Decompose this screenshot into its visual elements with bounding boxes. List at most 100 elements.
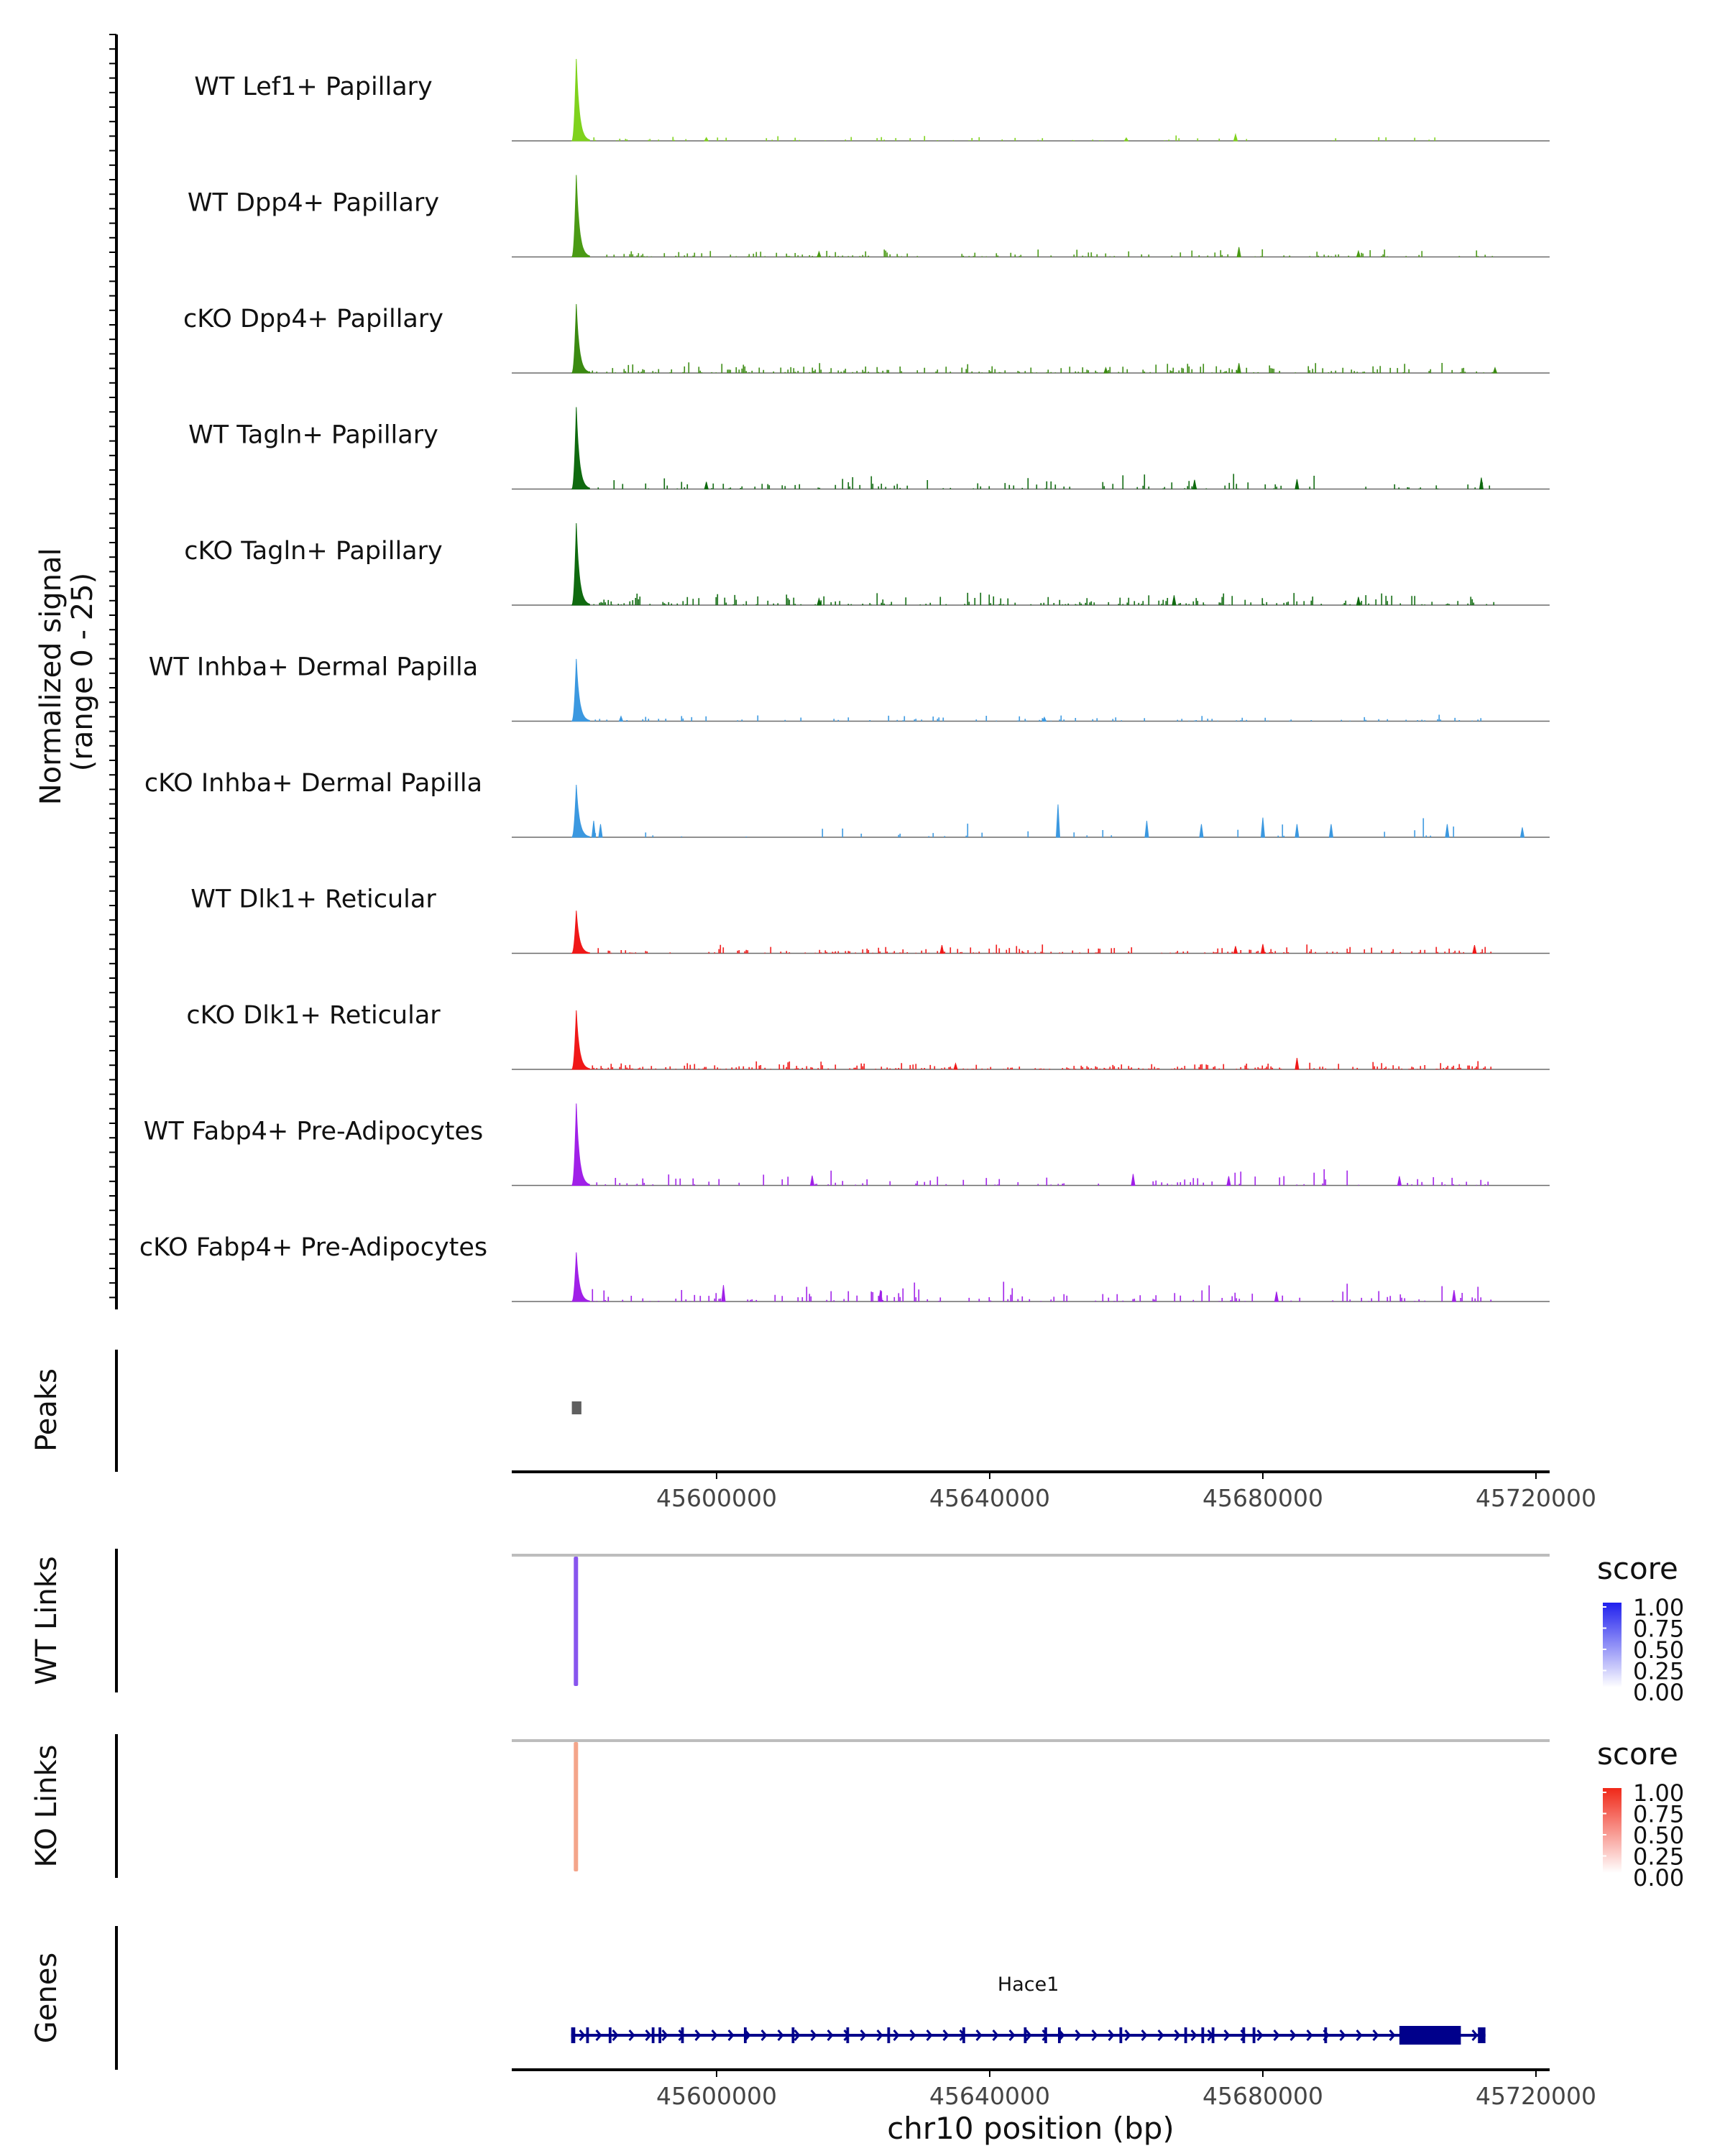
track-secondary-peak xyxy=(1226,1176,1231,1186)
track-secondary-peak xyxy=(1397,1176,1402,1186)
gene-exon xyxy=(1119,2027,1123,2043)
gene-strand-arrow xyxy=(827,2030,834,2041)
gene-strand-arrow xyxy=(694,2030,702,2041)
coverage-track: cKO Tagln+ Papillary xyxy=(184,522,1550,606)
gene-strand-arrow xyxy=(810,2030,817,2041)
x-axis-tick-label: 45680000 xyxy=(1202,2082,1323,2110)
gene-exon xyxy=(658,2027,662,2043)
gene-strand-arrow xyxy=(942,2030,949,2041)
links-panel: KO Links score 1.000.750.500.250.00 xyxy=(30,1734,1684,1892)
track-secondary-peak xyxy=(1233,132,1238,142)
gene-exon xyxy=(744,2027,747,2043)
gene-exon xyxy=(586,2027,589,2043)
track-secondary-peak xyxy=(1055,804,1061,838)
legend-label: 1.00 xyxy=(1633,1594,1684,1621)
gene-strand-arrow xyxy=(794,2030,801,2041)
gene-strand-arrow xyxy=(992,2030,999,2041)
signal-y-axis-title-line1: Normalized signal xyxy=(34,548,68,805)
gene-exon xyxy=(1201,2027,1205,2043)
coverage-track: cKO Inhba+ Dermal Papilla xyxy=(144,769,1550,838)
gene-strand-arrow xyxy=(1306,2030,1313,2041)
track-secondary-peak xyxy=(591,821,597,838)
track-secondary-peak xyxy=(1041,716,1047,722)
track-noise-signal xyxy=(594,714,1482,722)
legend-title: score xyxy=(1597,1551,1678,1586)
track-label: WT Fabp4+ Pre-Adipocytes xyxy=(144,1118,483,1146)
x-axis-tick-label: 45600000 xyxy=(656,1484,777,1512)
peak-mark xyxy=(571,1401,581,1414)
x-axis-tick-label: 45640000 xyxy=(929,1484,1050,1512)
gene-strand-arrow xyxy=(1025,2030,1032,2041)
track-label: WT Lef1+ Papillary xyxy=(194,73,433,101)
gene-exon xyxy=(962,2027,965,2043)
gene-strand-arrow xyxy=(661,2030,668,2041)
legend-label: 0.00 xyxy=(1633,1864,1684,1892)
track-secondary-peak xyxy=(939,944,944,954)
track-secondary-peak xyxy=(1294,479,1300,489)
gene-strand-arrow xyxy=(1174,2030,1181,2041)
track-secondary-peak xyxy=(809,1175,815,1186)
track-secondary-peak xyxy=(1131,1174,1136,1186)
coverage-track: cKO Fabp4+ Pre-Adipocytes xyxy=(139,1233,1550,1302)
track-secondary-peak xyxy=(598,824,603,838)
track-main-peak xyxy=(571,304,590,374)
track-secondary-peak xyxy=(704,482,709,489)
coverage-track: WT Inhba+ Dermal Papilla xyxy=(149,653,1550,722)
gene-strand-arrow xyxy=(1471,2030,1478,2041)
track-secondary-peak xyxy=(1472,944,1477,954)
track-secondary-peak xyxy=(618,715,624,722)
track-secondary-peak xyxy=(1144,821,1149,838)
signal-y-ticks xyxy=(109,34,116,1299)
gene-strand-arrow xyxy=(926,2030,933,2041)
track-label: WT Dpp4+ Papillary xyxy=(188,189,439,218)
link-arc xyxy=(574,1557,579,1686)
gene-strand-arrow xyxy=(1108,2030,1115,2041)
genes-panel: Genes Hace1 45600000 45640000 45680000 4572… xyxy=(30,1926,1596,2146)
gene-exon xyxy=(571,2027,576,2043)
gene-strand-arrow xyxy=(876,2030,883,2041)
legend-label: 0.50 xyxy=(1633,1822,1684,1849)
peaks-panel: Peaks 45600000 45640000 45680000 45720000 xyxy=(30,1350,1596,1512)
coverage-tracks: WT Lef1+ Papillary WT Dpp4+ Papillary cKO … xyxy=(139,58,1550,1302)
gene-exon xyxy=(651,2027,655,2043)
track-secondary-peak xyxy=(1356,249,1361,257)
gene-exon xyxy=(681,2027,684,2043)
gene-strand-arrow xyxy=(595,2030,602,2041)
gene-strand-arrow xyxy=(1389,2030,1396,2041)
track-label: WT Inhba+ Dermal Papilla xyxy=(149,653,478,682)
coverage-track: cKO Dlk1+ Reticular xyxy=(186,1001,1550,1070)
track-main-peak xyxy=(571,58,590,142)
track-label: WT Dlk1+ Reticular xyxy=(190,885,436,914)
gene-exon xyxy=(1399,2026,1461,2045)
legend-label: 0.25 xyxy=(1633,1843,1684,1871)
gene-exon xyxy=(1058,2027,1061,2043)
gene-strand-arrow xyxy=(909,2030,916,2041)
track-main-peak xyxy=(571,1103,590,1186)
track-label: cKO Inhba+ Dermal Papilla xyxy=(144,769,482,798)
track-secondary-peak xyxy=(1103,367,1108,374)
gene-strand-arrow xyxy=(1008,2030,1016,2041)
track-main-peak xyxy=(571,522,590,606)
legend-label: 0.25 xyxy=(1633,1658,1684,1685)
gene-exon xyxy=(1478,2027,1486,2043)
coverage-track: WT Lef1+ Papillary xyxy=(194,58,1550,142)
gene-exon xyxy=(1024,2027,1027,2043)
gene-strand-arrow xyxy=(1223,2030,1230,2041)
signal-y-axis-title-line2: (range 0 - 25) xyxy=(66,573,99,771)
coverage-track: WT Dlk1+ Reticular xyxy=(190,885,1550,954)
gene-strand-arrow xyxy=(628,2030,635,2041)
track-secondary-peak xyxy=(1236,363,1241,374)
x-axis-tick-label: 45720000 xyxy=(1476,1484,1596,1512)
track-noise-signal xyxy=(596,1169,1489,1186)
gene-exon xyxy=(1211,2027,1215,2043)
x-axis-tick-label: 45600000 xyxy=(656,2082,777,2110)
track-secondary-peak xyxy=(1451,1289,1457,1302)
gene-strand-arrow xyxy=(893,2030,900,2041)
coverage-track: WT Tagln+ Papillary xyxy=(188,407,1550,490)
coverage-track: WT Dpp4+ Papillary xyxy=(188,175,1550,258)
gene-strand-arrow xyxy=(1190,2030,1197,2041)
track-noise-signal xyxy=(597,944,1492,954)
x-axis-tick-label: 45680000 xyxy=(1202,1484,1323,1512)
track-secondary-peak xyxy=(1328,824,1334,838)
